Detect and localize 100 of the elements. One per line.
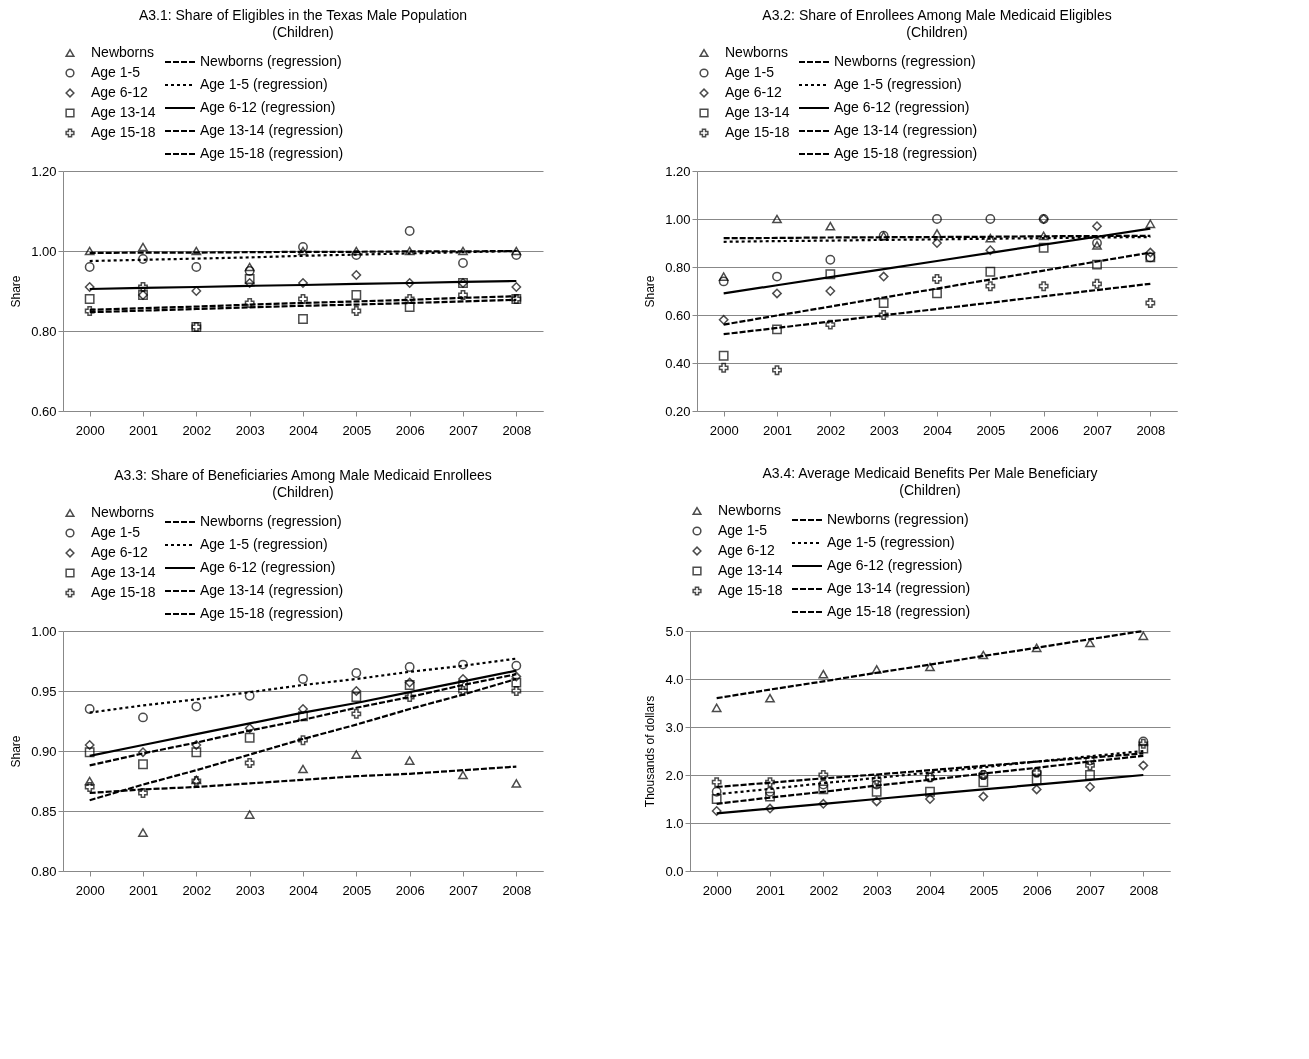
x-tick-label: 2006 (1022, 882, 1052, 898)
legend-label: Newborns (regression) (834, 53, 976, 69)
x-tick-label: 2000 (75, 882, 105, 898)
x-tick-label: 2004 (923, 422, 952, 438)
legend-label: Age 13-14 (725, 104, 790, 120)
x-tick-label: 2003 (235, 422, 265, 438)
legend-label: Age 15-18 (91, 124, 156, 140)
legend-label: Age 15-18 (718, 582, 783, 598)
chart-subtitle: (Children) (899, 482, 961, 498)
x-tick-label: 2008 (502, 882, 532, 898)
x-tick-label: 2003 (862, 882, 892, 898)
legend-label: Age 15-18 (regression) (834, 145, 978, 161)
y-tick-label: 5.0 (665, 623, 684, 639)
x-tick-label: 2005 (969, 882, 999, 898)
y-tick-label: 1.00 (31, 243, 57, 259)
x-tick-label: 2004 (289, 882, 318, 898)
chart-title: A3.2: Share of Enrollees Among Male Medicaid Eligibles (762, 7, 1112, 23)
y-axis-title: Share (9, 735, 24, 768)
y-tick-label: 0.20 (665, 403, 691, 419)
y-tick-label: 3.0 (665, 719, 684, 735)
y-tick-label: 1.00 (665, 211, 691, 227)
chart-subtitle: (Children) (272, 484, 334, 500)
y-tick-label: 0.0 (665, 863, 684, 879)
y-tick-label: 4.0 (665, 671, 684, 687)
y-axis-title: Thousands of dollars (643, 695, 658, 808)
legend-label: Age 1-5 (91, 64, 141, 80)
x-tick-label: 2006 (395, 422, 425, 438)
chart-title: A3.3: Share of Beneficiaries Among Male Medicaid Enrollees (114, 467, 492, 483)
x-tick-label: 2001 (129, 882, 158, 898)
legend-label: Newborns (regression) (200, 53, 342, 69)
legend-label: Age 1-5 (regression) (834, 76, 962, 92)
y-tick-label: 0.80 (31, 323, 57, 339)
legend-label: Age 6-12 (regression) (827, 557, 963, 573)
x-tick-label: 2007 (449, 422, 478, 438)
x-tick-label: 2004 (916, 882, 945, 898)
y-axis-title: Share (643, 275, 658, 308)
x-tick-label: 2007 (1083, 422, 1112, 438)
x-tick-label: 2006 (395, 882, 425, 898)
y-tick-label: 0.90 (31, 743, 57, 759)
legend-label: Age 15-18 (regression) (827, 603, 971, 619)
legend-label: Newborns (725, 44, 789, 60)
x-tick-label: 2003 (869, 422, 899, 438)
x-tick-label: 2005 (976, 422, 1006, 438)
legend-label: Newborns (718, 502, 782, 518)
chart-subtitle: (Children) (272, 24, 334, 40)
legend-label: Age 13-14 (718, 562, 783, 578)
x-tick-label: 2006 (1029, 422, 1059, 438)
x-tick-label: 2008 (502, 422, 532, 438)
y-tick-label: 2.0 (665, 767, 684, 783)
legend-label: Age 6-12 (regression) (834, 99, 970, 115)
x-tick-label: 2008 (1129, 882, 1159, 898)
legend-label: Age 15-18 (regression) (200, 145, 344, 161)
x-tick-label: 2002 (816, 422, 846, 438)
legend-label: Newborns (regression) (827, 511, 969, 527)
legend-label: Age 1-5 (regression) (200, 76, 328, 92)
legend-label: Age 13-14 (regression) (827, 580, 971, 596)
legend-label: Age 6-12 (regression) (200, 99, 336, 115)
legend-label: Age 13-14 (regression) (834, 122, 978, 138)
chart-title: A3.1: Share of Eligibles in the Texas Male Population (138, 7, 468, 23)
x-tick-label: 2000 (75, 422, 105, 438)
x-tick-label: 2000 (702, 882, 732, 898)
legend-label: Age 13-14 (91, 564, 156, 580)
x-tick-label: 2007 (1076, 882, 1105, 898)
legend-label: Age 13-14 (regression) (200, 122, 344, 138)
legend-label: Age 1-5 (regression) (827, 534, 955, 550)
y-tick-label: 0.85 (31, 803, 57, 819)
legend-label: Age 13-14 (91, 104, 156, 120)
x-tick-label: 2005 (342, 882, 372, 898)
y-tick-label: 1.00 (31, 623, 57, 639)
x-tick-label: 2002 (182, 882, 212, 898)
y-tick-label: 1.20 (31, 163, 57, 179)
x-tick-label: 2001 (129, 422, 158, 438)
chart-title: A3.4: Average Medicaid Benefits Per Male Beneficiary (762, 465, 1098, 481)
y-tick-label: 0.60 (31, 403, 57, 419)
y-tick-label: 1.20 (665, 163, 691, 179)
x-tick-label: 2003 (235, 882, 265, 898)
chart-subtitle: (Children) (906, 24, 968, 40)
legend-label: Age 6-12 (718, 542, 776, 558)
y-tick-label: 0.95 (31, 683, 57, 699)
y-tick-label: 0.80 (665, 259, 691, 275)
legend-label: Age 1-5 (718, 522, 768, 538)
legend-label: Newborns (91, 504, 155, 520)
y-tick-label: 0.80 (31, 863, 57, 879)
x-tick-label: 2004 (289, 422, 318, 438)
legend-label: Age 1-5 (91, 524, 141, 540)
legend-label: Age 6-12 (725, 84, 783, 100)
x-tick-label: 2002 (809, 882, 839, 898)
y-tick-label: 0.40 (665, 355, 691, 371)
legend-label: Age 1-5 (regression) (200, 536, 328, 552)
x-tick-label: 2007 (449, 882, 478, 898)
legend-label: Age 15-18 (725, 124, 790, 140)
x-tick-label: 2005 (342, 422, 372, 438)
y-tick-label: 1.0 (665, 815, 684, 831)
legend-label: Age 13-14 (regression) (200, 582, 344, 598)
x-tick-label: 2008 (1136, 422, 1166, 438)
y-axis-title: Share (9, 275, 24, 308)
x-tick-label: 2001 (756, 882, 785, 898)
legend-label: Age 15-18 (regression) (200, 605, 344, 621)
legend-label: Age 15-18 (91, 584, 156, 600)
x-tick-label: 2001 (763, 422, 792, 438)
